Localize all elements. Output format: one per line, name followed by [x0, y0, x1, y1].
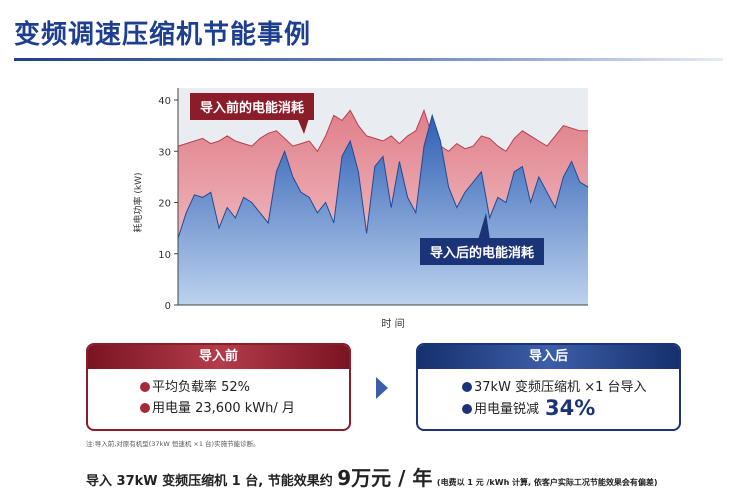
- bullet-icon: [140, 403, 150, 413]
- panel-after-header: 导入后: [418, 345, 679, 369]
- after-power-reduction: 用电量锐减 34%: [462, 398, 679, 420]
- before-power-usage: 用电量 23,600 kWh/ 月: [140, 398, 349, 419]
- series-area-1: [178, 115, 588, 306]
- bullet-icon: [462, 404, 472, 414]
- panel-after: 导入后 37kW 变频压缩机 ×1 台导入 用电量锐减 34%: [416, 343, 681, 431]
- y-tick-label: 20: [158, 199, 171, 210]
- summary-remark: (电费以 1 元 /kWh 计算, 依客户实际工况节能效果会有偏差): [436, 478, 658, 487]
- series-area-0: [178, 110, 588, 305]
- callout-after-consumption: 导入后的电能消耗: [420, 238, 545, 265]
- y-tick-label: 40: [158, 96, 171, 107]
- y-tick-label: 10: [158, 250, 171, 261]
- page-title: 变频调速压缩机节能事例: [14, 20, 312, 50]
- y-tick-label: 0: [165, 301, 171, 312]
- title-divider: [14, 58, 723, 61]
- y-axis-label: 耗电功率 (kW): [132, 173, 144, 233]
- chart-svg: 0 10 20 30 40 耗电功率 (kW) 时 间: [132, 88, 589, 330]
- after-compressor-install: 37kW 变频压缩机 ×1 台导入: [462, 377, 679, 398]
- series-line-1: [177, 113, 589, 239]
- summary-line: 导入 37kW 变频压缩机 1 台, 节能效果约 9万元 / 年 (电费以 1 …: [86, 462, 658, 491]
- savings-value: 9万元 / 年: [337, 466, 433, 490]
- callout-after-pointer: [478, 213, 490, 240]
- panel-before-header: 导入前: [88, 345, 349, 369]
- panel-before-body: 平均负载率 52% 用电量 23,600 kWh/ 月: [88, 369, 349, 419]
- plot-area: [178, 88, 588, 305]
- y-tick-label: 30: [158, 147, 171, 158]
- footnote: 注:导入前,对原有机型(37kW 恒速机 ×1 台)实施节能诊断。: [86, 440, 260, 448]
- panel-before: 导入前 平均负载率 52% 用电量 23,600 kWh/ 月: [86, 343, 351, 431]
- summary-text: 导入 37kW 变频压缩机 1 台, 节能效果约: [86, 474, 333, 489]
- bullet-icon: [140, 382, 150, 392]
- before-load-rate: 平均负载率 52%: [140, 377, 349, 398]
- arrow-right-icon: [376, 377, 388, 399]
- bullet-icon: [462, 382, 472, 392]
- panel-after-body: 37kW 变频压缩机 ×1 台导入 用电量锐减 34%: [418, 369, 679, 420]
- reduction-percent: 34%: [545, 396, 596, 420]
- callout-before-consumption: 导入前的电能消耗: [190, 93, 315, 120]
- x-axis-label: 时 间: [381, 317, 404, 330]
